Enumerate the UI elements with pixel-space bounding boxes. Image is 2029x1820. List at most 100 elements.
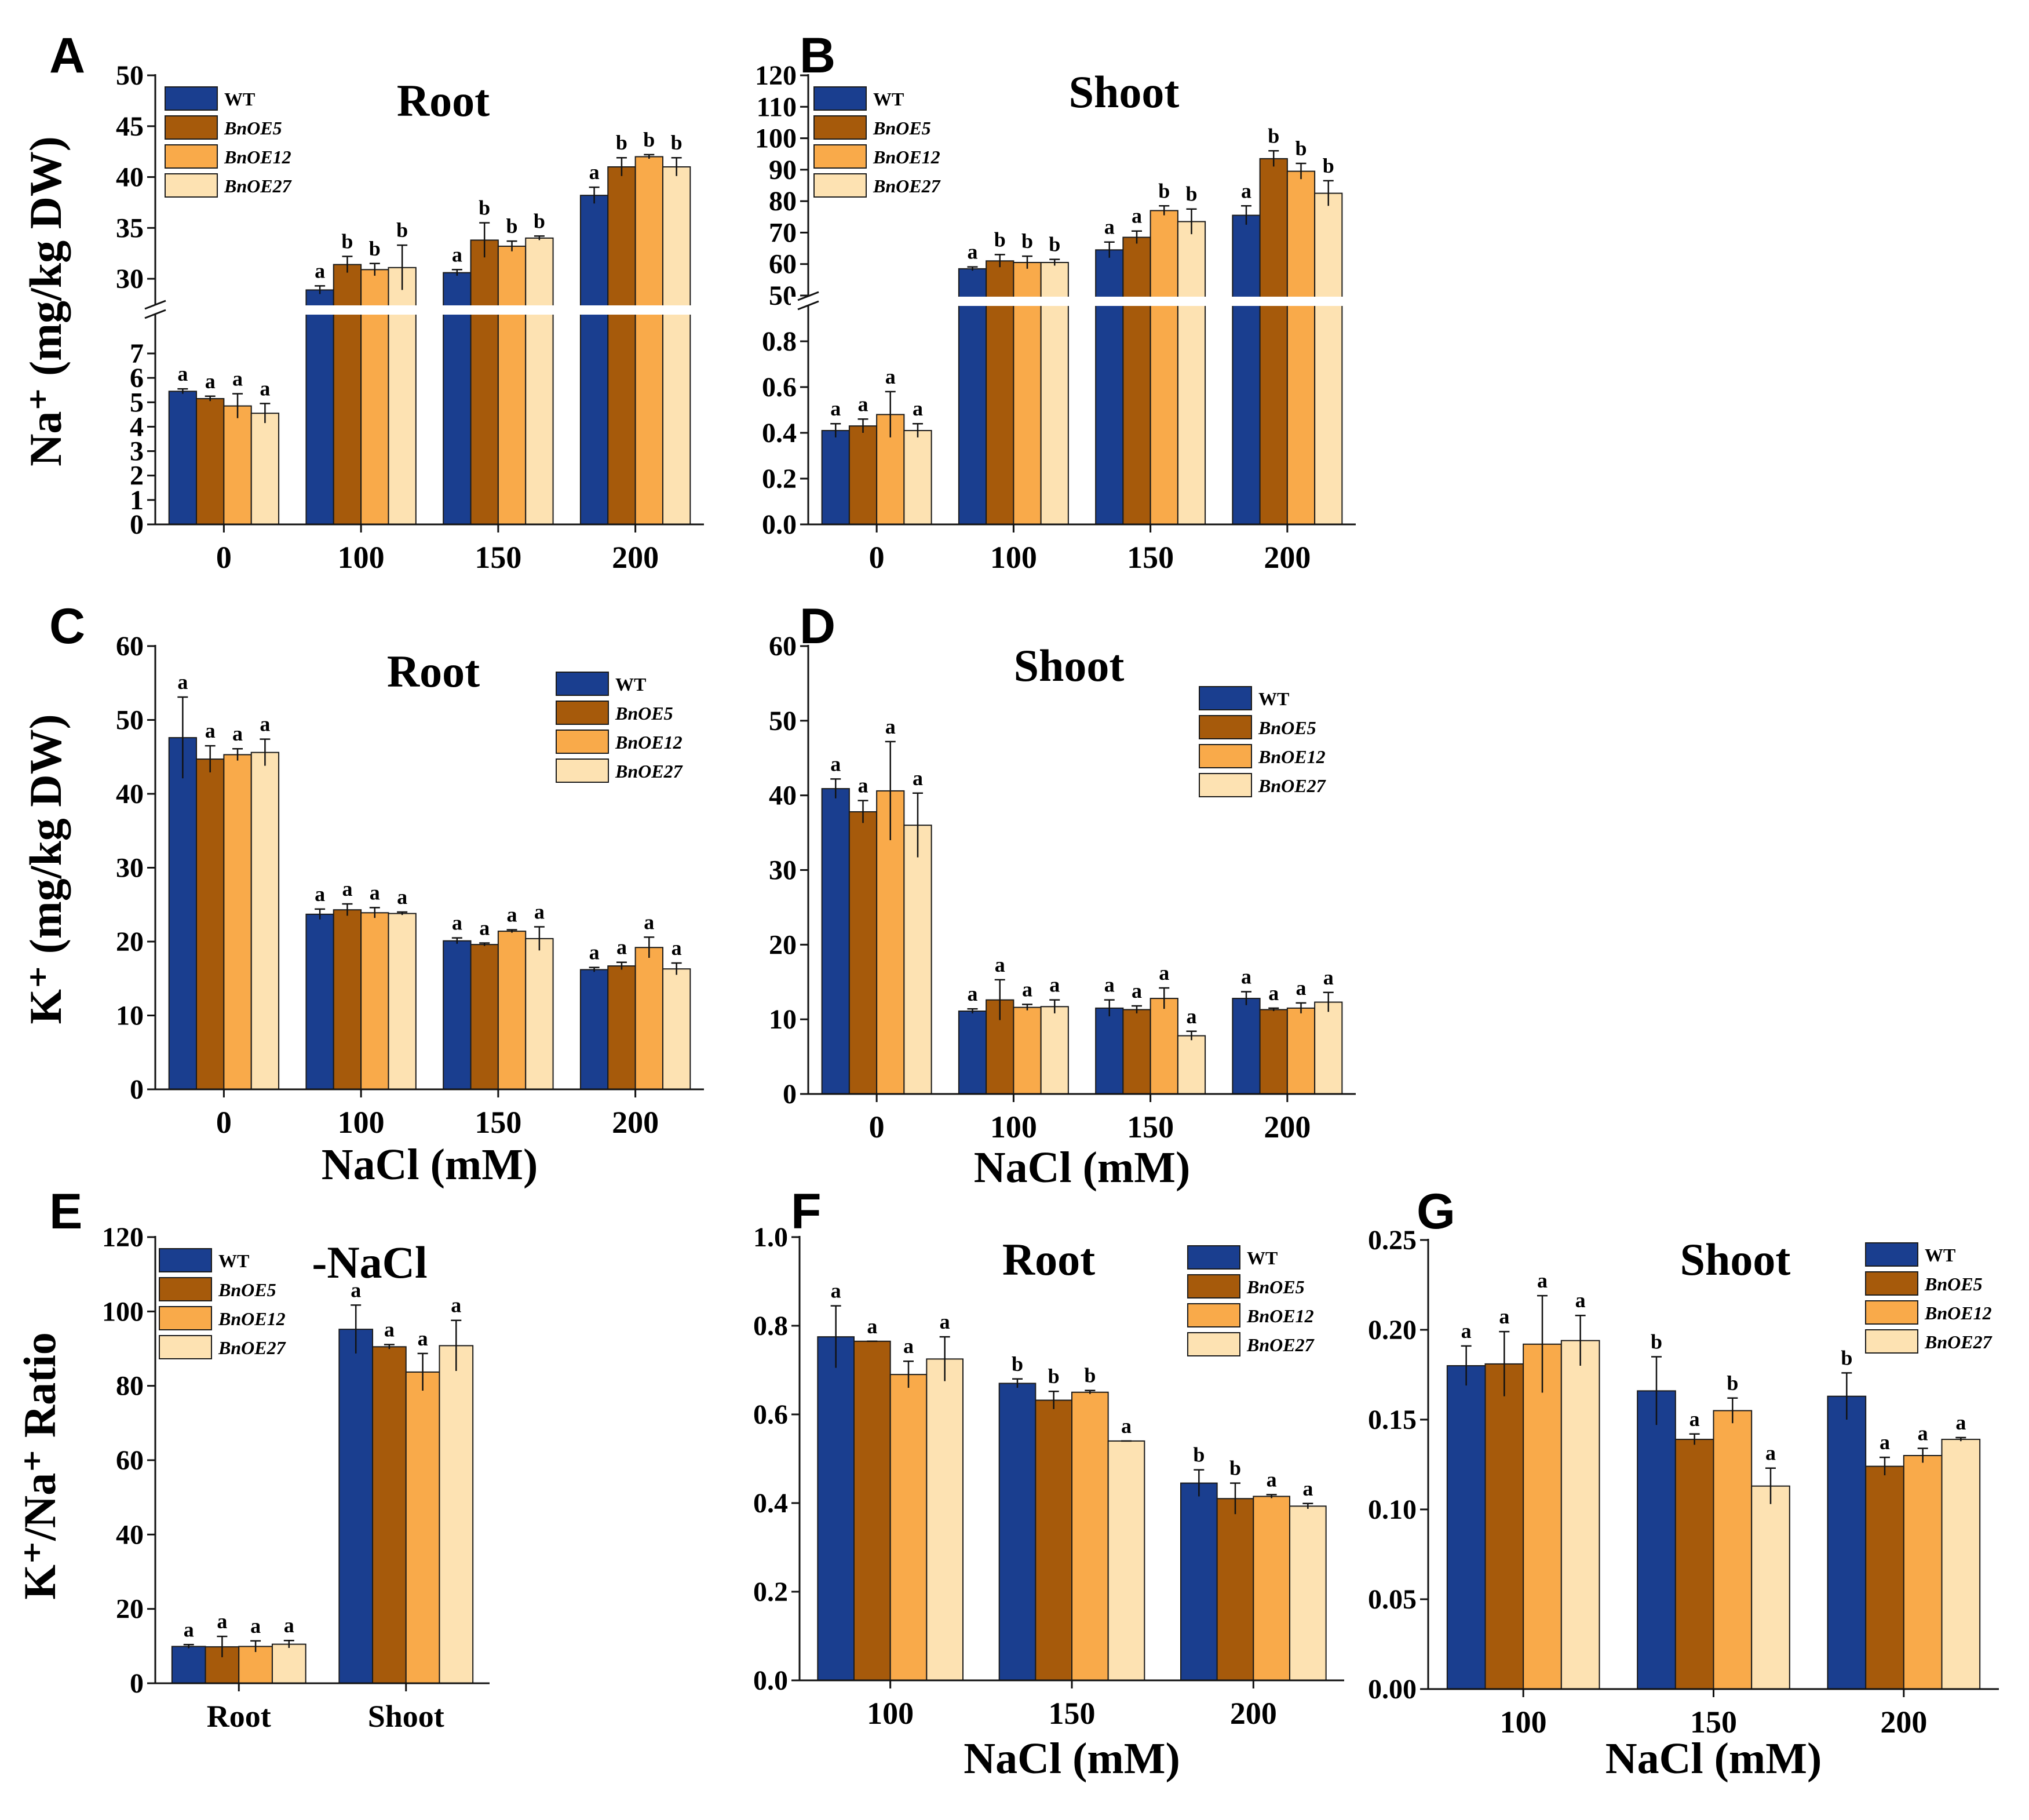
y-tick-g-0.00: 0.00 [1368,1674,1417,1705]
sig-letter-g-wt-100: a [1461,1319,1472,1343]
sig-letter-a-bnoe27-100: b [396,218,408,242]
sig-letter-e-bnoe27-shoot: a [451,1294,461,1317]
sig-letter-d-bnoe12-0: a [885,715,896,738]
sig-letter-c-bnoe27-200: a [672,936,682,960]
sig-letter-g-wt-200: b [1841,1346,1852,1369]
chart-title-b: Shoot [1069,67,1180,117]
legend-label-b-wt: WT [873,89,904,110]
x-tick-d-150: 150 [1127,1110,1174,1144]
y-tick-d-30: 30 [769,855,797,886]
bar-b-bnoe27-150 [1177,221,1206,525]
bar-g-bnoe27-150 [1751,1485,1790,1690]
bar-b-wt-200 [1232,214,1261,526]
sig-letter-d-wt-200: a [1241,965,1251,988]
legend-label-a-wt: WT [224,89,255,110]
legend-swatch-g-bnoe27 [1865,1329,1918,1354]
legend-label-f-wt: WT [1247,1248,1278,1268]
bar-g-bnoe27-200 [1941,1439,1981,1690]
bar-b-bnoe12-200 [1286,170,1316,526]
legend-label-e-bnoe27: BnOE27 [218,1337,287,1358]
bar-a-wt-0 [168,391,198,525]
bar-f-bnoe12-100 [889,1374,928,1681]
sig-letter-a-bnoe12-150: b [506,214,518,238]
sig-letter-b-bnoe12-200: b [1295,137,1307,160]
y-tick-a-7: 7 [130,338,144,369]
chart-title-f: Root [1002,1234,1095,1285]
bar-c-wt-150 [443,940,472,1090]
bar-a-bnoe12-0 [223,405,252,525]
legend-label-d-bnoe5: BnOE5 [1258,717,1316,738]
x-axis-label-g: NaCl (mM) [1605,1734,1822,1783]
sig-letter-d-bnoe5-100: a [995,953,1005,976]
y-tick-g-0.25: 0.25 [1368,1225,1417,1256]
bar-d-bnoe12-150 [1149,998,1178,1095]
bar-e-bnoe12-shoot [405,1371,440,1684]
sig-letter-d-bnoe12-100: a [1022,978,1032,1001]
x-tick-f-100: 100 [867,1696,914,1731]
bar-g-bnoe5-100 [1484,1363,1524,1690]
legend-swatch-f-wt [1187,1245,1240,1270]
legend-swatch-b-bnoe12 [813,144,867,169]
chart-title-g: Shoot [1680,1234,1791,1285]
y-tick-g-0.10: 0.10 [1368,1494,1417,1525]
legend-b: WT BnOE5 BnOE12 BnOE27 [813,86,941,198]
y-tick-c-20: 20 [116,927,144,957]
axis-break-mark-b [797,291,819,311]
bar-g-wt-150 [1637,1390,1676,1690]
legend-label-g-wt: WT [1925,1245,1955,1265]
bar-e-bnoe5-shoot [372,1346,407,1684]
bar-c-wt-200 [579,969,609,1090]
sig-letter-b-bnoe5-0: a [858,392,868,415]
legend-label-d-wt: WT [1258,688,1289,709]
bar-g-bnoe12-200 [1903,1455,1943,1690]
bar-b-bnoe27-200 [1314,192,1343,526]
bar-c-bnoe27-0 [250,752,280,1090]
y-tick-b-120: 120 [755,60,797,91]
y-tick-a-35: 35 [116,213,144,243]
y-tick-e-80: 80 [116,1371,144,1402]
sig-letter-f-bnoe27-200: a [1302,1477,1313,1500]
bar-f-bnoe27-100 [926,1358,964,1681]
x-tick-b-100: 100 [990,540,1037,575]
sig-letter-a-bnoe5-200: b [616,131,627,154]
legend-e: WT BnOE5 BnOE12 BnOE27 [159,1248,287,1359]
bar-d-wt-150 [1095,1007,1124,1095]
y-tick-d-50: 50 [769,706,797,736]
chart-title-c: Root [387,646,480,696]
bar-f-bnoe5-200 [1216,1498,1254,1682]
legend-label-e-bnoe12: BnOE12 [218,1308,286,1329]
y-tick-a-5: 5 [130,387,144,418]
y-axis-label-e: K⁺/Na⁺ Ratio [14,1332,65,1600]
bar-g-bnoe5-150 [1674,1439,1714,1690]
y-tick-c-50: 50 [116,705,144,736]
y-tick-f-1.0: 1.0 [753,1222,788,1253]
x-tick-a-0: 0 [216,540,232,575]
sig-letter-c-wt-0: a [177,670,188,694]
legend-swatch-e-bnoe12 [159,1306,212,1330]
legend-swatch-a-bnoe27 [165,173,218,198]
sig-letter-d-wt-100: a [968,982,978,1005]
sig-letter-b-wt-100: a [968,240,978,264]
bar-a-bnoe12-150 [497,245,527,525]
bar-e-wt-shoot [338,1329,374,1684]
sig-letter-e-wt-root: a [184,1618,194,1641]
sig-letter-c-bnoe27-150: a [534,900,545,924]
sig-letter-c-bnoe12-200: a [644,910,654,933]
bar-c-bnoe5-100 [333,909,362,1090]
y-tick-c-30: 30 [116,853,144,884]
sig-letter-b-wt-0: a [830,397,841,420]
legend-label-a-bnoe27: BnOE27 [224,176,293,196]
y-tick-a-1: 1 [130,485,144,516]
y-tick-b-70: 70 [769,217,797,248]
bar-d-bnoe27-150 [1177,1035,1206,1095]
sig-letter-d-bnoe5-0: a [858,774,868,797]
y-tick-a-30: 30 [116,264,144,294]
bar-d-bnoe12-0 [876,790,905,1095]
y-tick-b-60: 60 [769,249,797,280]
sig-letter-a-wt-150: a [452,243,462,266]
legend-label-a-bnoe5: BnOE5 [224,118,282,138]
sig-letter-c-bnoe5-100: a [342,877,352,900]
